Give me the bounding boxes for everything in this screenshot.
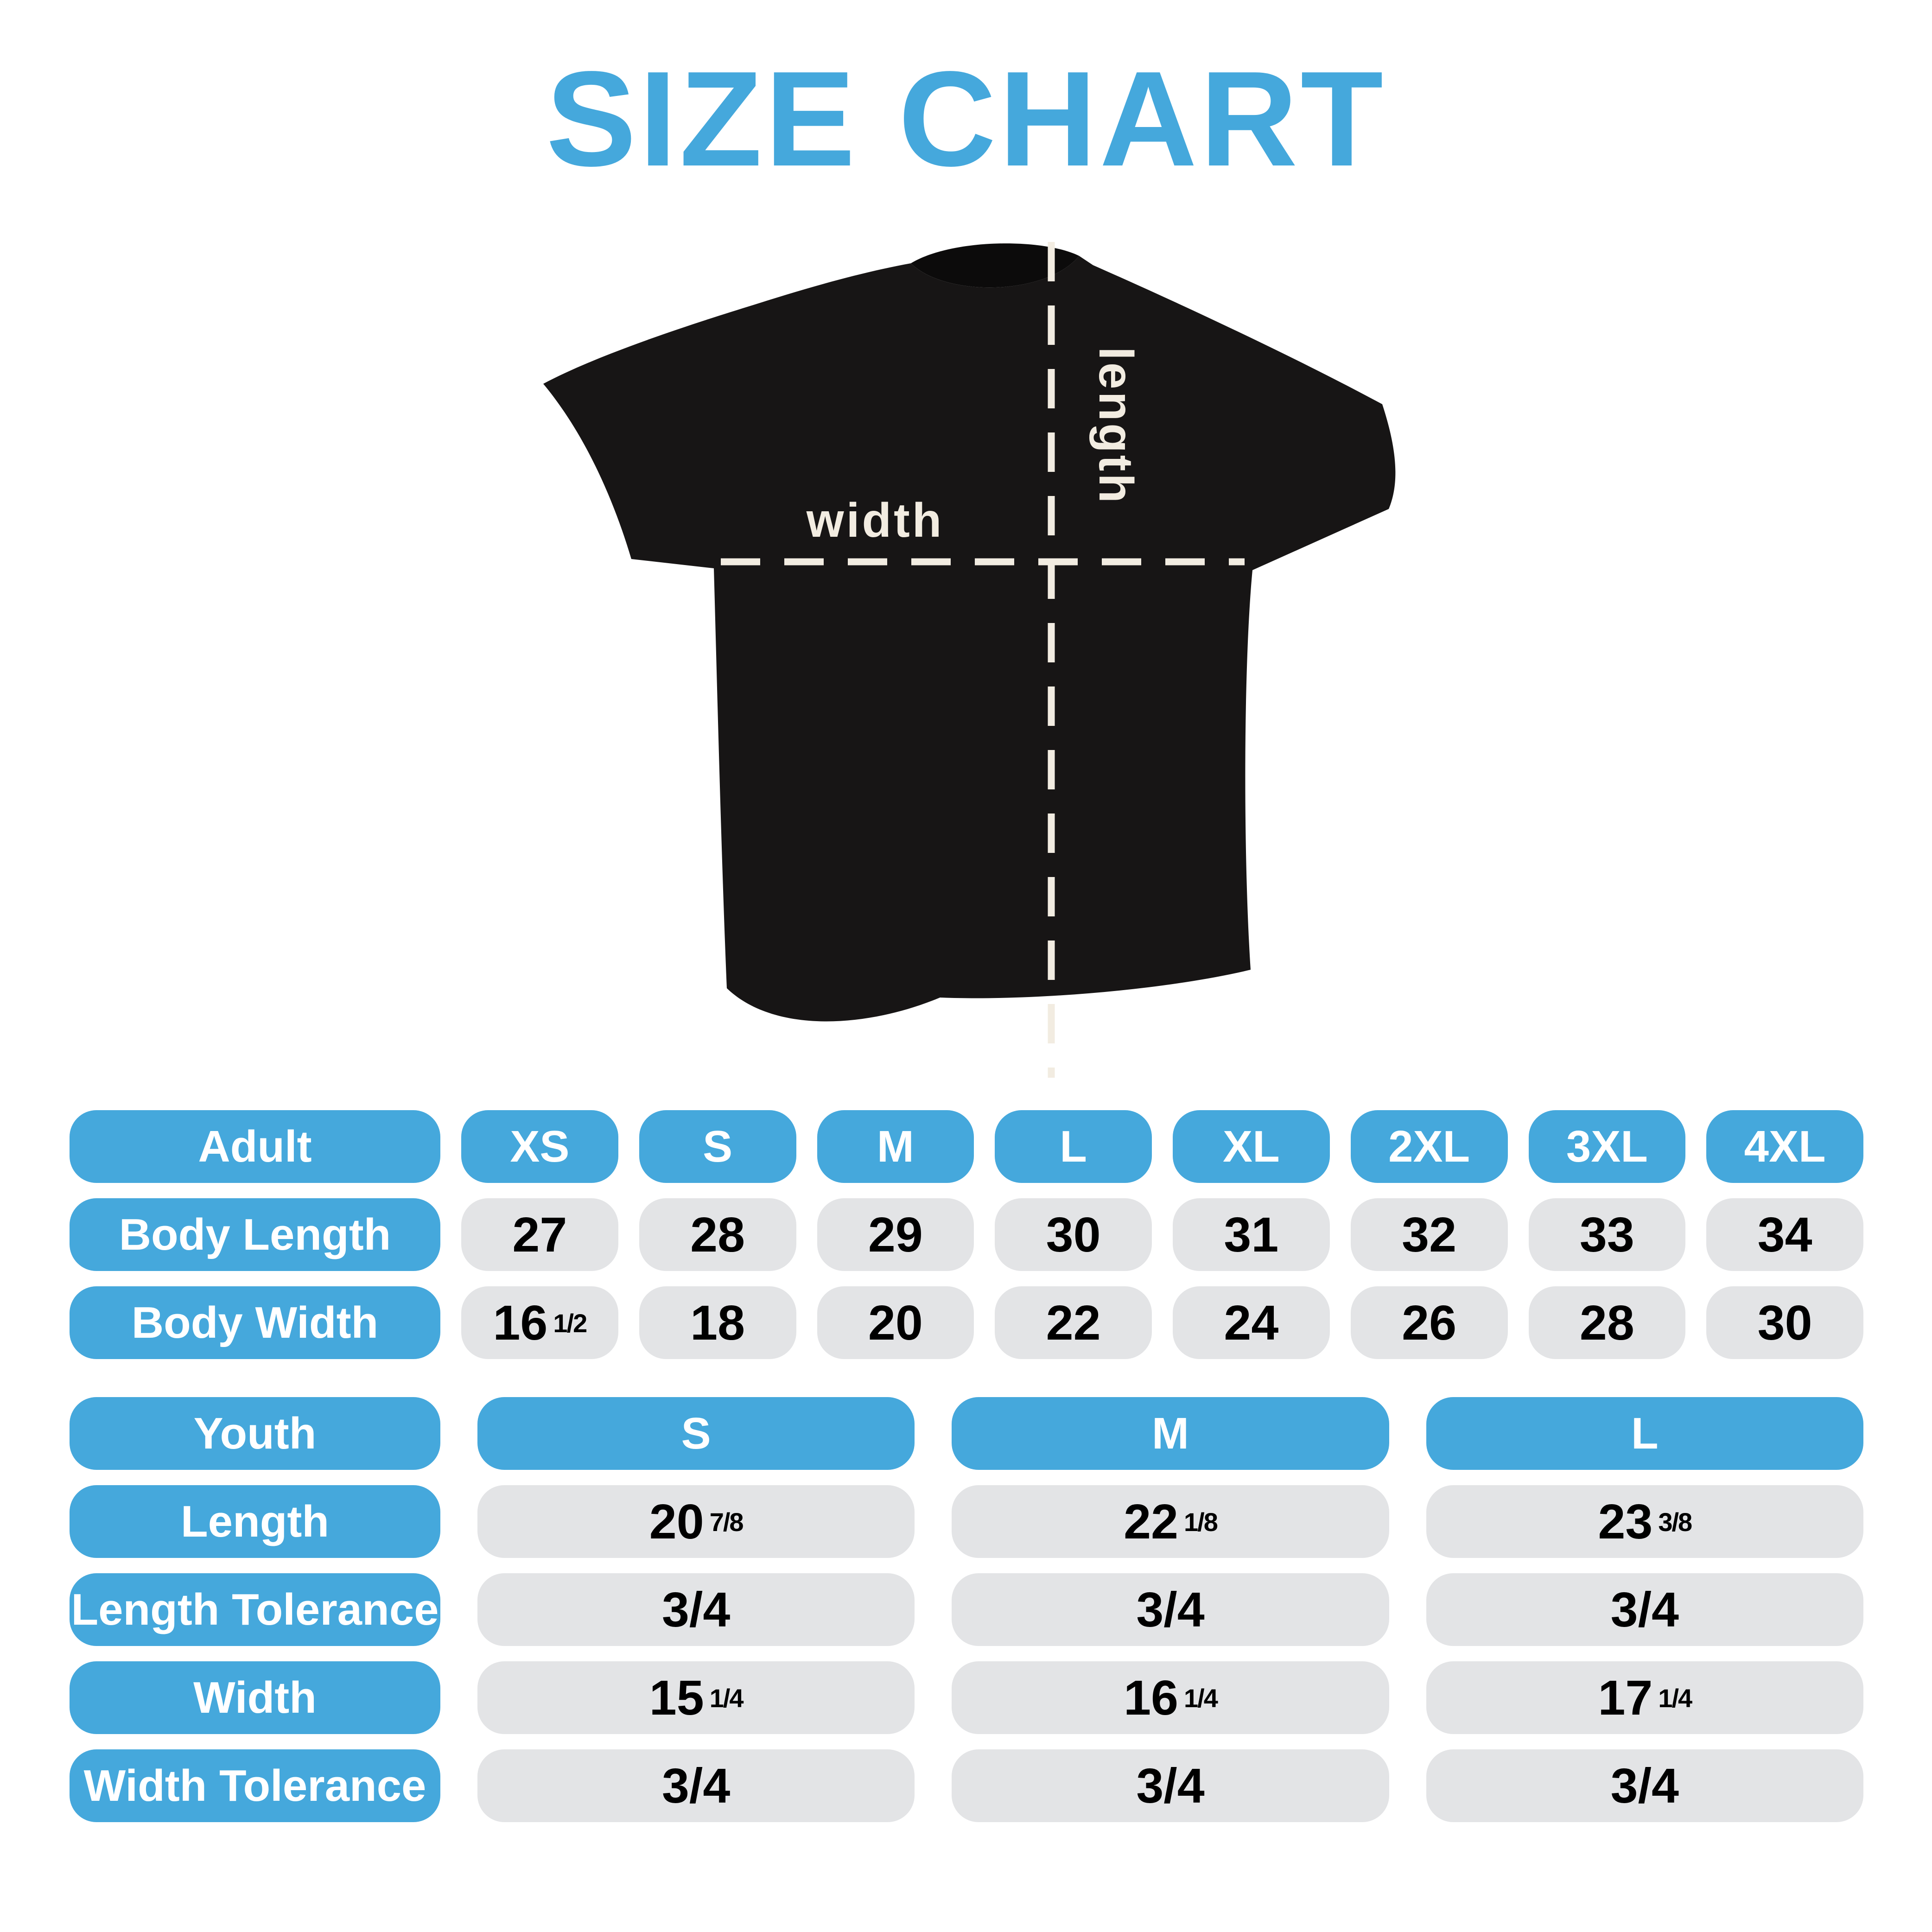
youth-size-header-l: L — [1426, 1397, 1863, 1470]
youth-length-value-s: 20 7/8 — [477, 1485, 915, 1558]
adult-size-header-3xl: 3XL — [1528, 1110, 1686, 1183]
youth-width-value-s: 15 1/4 — [477, 1661, 915, 1734]
adult-size-header-4xl: 4XL — [1706, 1110, 1863, 1183]
body-length-value-m: 29 — [817, 1198, 974, 1271]
body-width-value-3xl: 28 — [1528, 1286, 1686, 1359]
width-measure-label: width — [806, 494, 944, 547]
body-width-value-4xl: 30 — [1706, 1286, 1863, 1359]
youth-table-header-label: Youth — [70, 1397, 440, 1470]
youth-length-tolerance-m: 3/4 — [952, 1573, 1389, 1646]
body-width-value-xl: 24 — [1173, 1286, 1330, 1359]
row-label-length: Length — [70, 1485, 440, 1558]
body-width-value-s: 18 — [639, 1286, 796, 1359]
youth-length-tolerance-l: 3/4 — [1426, 1573, 1863, 1646]
body-width-value-l: 22 — [995, 1286, 1152, 1359]
adult-size-header-2xl: 2XL — [1350, 1110, 1508, 1183]
youth-size-header-s: S — [477, 1397, 915, 1470]
row-label-width: Width — [70, 1661, 440, 1734]
body-length-value-l: 30 — [995, 1198, 1152, 1271]
tshirt-graphic: width length — [543, 242, 1396, 1078]
adult-size-header-xl: XL — [1173, 1110, 1330, 1183]
adult-size-table: Adult XS S M L XL 2XL 3XL 4XL Body Lengt… — [70, 1110, 1863, 1359]
body-length-value-2xl: 32 — [1350, 1198, 1508, 1271]
body-length-value-3xl: 33 — [1528, 1198, 1686, 1271]
youth-width-value-m: 16 1/4 — [952, 1661, 1389, 1734]
body-length-value-4xl: 34 — [1706, 1198, 1863, 1271]
adult-size-header-xs: XS — [461, 1110, 618, 1183]
youth-width-tolerance-m: 3/4 — [952, 1749, 1389, 1822]
adult-size-header-m: M — [817, 1110, 974, 1183]
body-length-value-xs: 27 — [461, 1198, 618, 1271]
adult-size-header-s: S — [639, 1110, 796, 1183]
row-label-width-tolerance: Width Tolerance — [70, 1749, 440, 1822]
body-length-value-xl: 31 — [1173, 1198, 1330, 1271]
youth-length-value-m: 22 1/8 — [952, 1485, 1389, 1558]
body-length-value-s: 28 — [639, 1198, 796, 1271]
body-width-value-2xl: 26 — [1350, 1286, 1508, 1359]
adult-table-header-label: Adult — [70, 1110, 440, 1183]
youth-length-value-l: 23 3/8 — [1426, 1485, 1863, 1558]
body-width-value-m: 20 — [817, 1286, 974, 1359]
size-tables: Adult XS S M L XL 2XL 3XL 4XL Body Lengt… — [70, 1110, 1863, 1822]
tshirt-silhouette — [543, 256, 1396, 1022]
youth-length-tolerance-s: 3/4 — [477, 1573, 915, 1646]
size-chart-title: SIZE CHART — [546, 43, 1386, 194]
youth-size-table: Youth S M L Length 20 7/8 22 1/8 23 3/8 Len… — [70, 1397, 1863, 1822]
youth-width-tolerance-l: 3/4 — [1426, 1749, 1863, 1822]
row-label-body-length: Body Length — [70, 1198, 440, 1271]
row-label-length-tolerance: Length Tolerance — [70, 1573, 440, 1646]
length-measure-label: length — [1089, 347, 1143, 505]
tshirt-collar — [911, 243, 1079, 288]
row-label-body-width: Body Width — [70, 1286, 440, 1359]
youth-size-header-m: M — [952, 1397, 1389, 1470]
youth-width-value-l: 17 1/4 — [1426, 1661, 1863, 1734]
body-width-value-xs: 16 1/2 — [461, 1286, 618, 1359]
youth-width-tolerance-s: 3/4 — [477, 1749, 915, 1822]
adult-size-header-l: L — [995, 1110, 1152, 1183]
